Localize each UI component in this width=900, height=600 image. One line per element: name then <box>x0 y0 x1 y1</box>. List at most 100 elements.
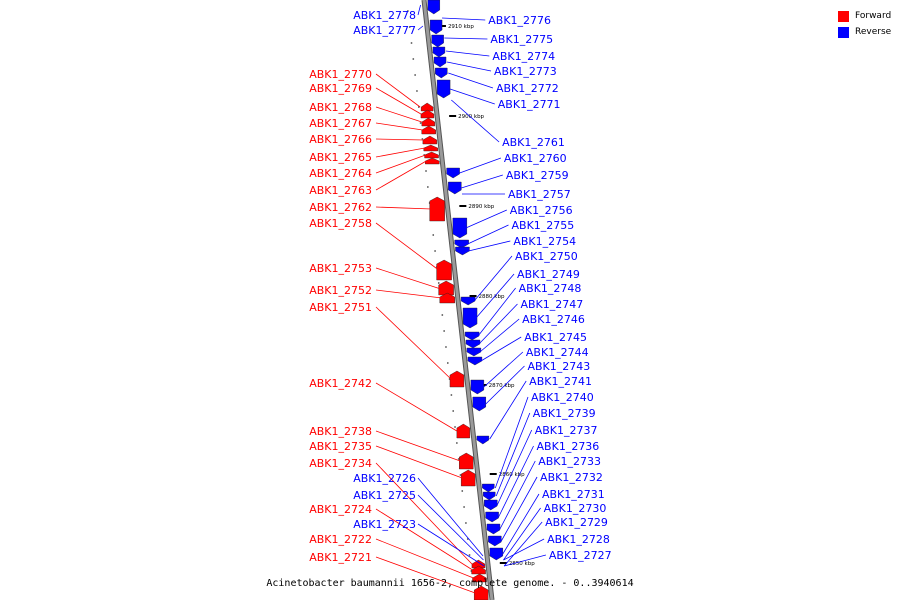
label-connector <box>417 25 424 31</box>
label-connector <box>375 138 424 141</box>
tick-label: 2900 kbp <box>458 114 484 120</box>
gene-reverse-feature <box>448 181 462 195</box>
gene-label-reverse: ABK1_2759 <box>506 169 569 182</box>
gene-reverse-feature <box>462 307 478 329</box>
gene-label-reverse: ABK1_2747 <box>520 298 583 311</box>
label-connector <box>503 507 541 561</box>
gene-label-forward: ABK1_2724 <box>309 503 372 516</box>
label-connector <box>473 255 513 302</box>
gene-label-reverse: ABK1_2733 <box>538 455 601 468</box>
minor-tick <box>452 410 454 412</box>
minor-tick <box>441 314 444 316</box>
genome-backbone <box>421 0 495 600</box>
label-connector <box>375 289 442 299</box>
gene-label-reverse: ABK1_2739 <box>533 407 596 420</box>
gene-label-forward: ABK1_2765 <box>309 151 372 164</box>
gene-label-forward: ABK1_2753 <box>309 262 372 275</box>
gene-reverse-feature <box>476 435 490 445</box>
tick-label: 2890 kbp <box>468 204 494 210</box>
gene-reverse-feature <box>427 0 440 15</box>
gene-label-reverse: ABK1_2744 <box>526 346 589 359</box>
label-connector <box>375 445 463 479</box>
gene-label-forward: ABK1_2769 <box>309 82 372 95</box>
label-connector <box>445 50 490 57</box>
legend-swatch-reverse <box>838 26 849 38</box>
label-connector <box>375 538 474 579</box>
minor-tick <box>447 362 449 364</box>
gene-forward-feature <box>421 117 436 127</box>
label-connector <box>467 224 509 245</box>
gene-label-reverse: ABK1_2757 <box>508 188 571 201</box>
gene-label-reverse: ABK1_2730 <box>544 502 607 515</box>
legend-swatch-forward <box>838 10 849 22</box>
minor-tick <box>454 426 456 428</box>
minor-tick <box>461 490 464 492</box>
label-connector <box>480 336 522 362</box>
gene-label-reverse: ABK1_2732 <box>540 471 603 484</box>
gene-label-forward: ABK1_2758 <box>309 217 372 230</box>
gene-label-forward: ABK1_2764 <box>309 167 372 180</box>
gene-label-forward: ABK1_2721 <box>309 551 372 564</box>
gene-label-reverse: ABK1_2725 <box>353 489 416 502</box>
label-connector <box>375 154 426 174</box>
gene-reverse-feature <box>435 67 448 79</box>
gene-reverse-feature <box>486 523 501 535</box>
legend-item-reverse: Reverse <box>838 25 891 39</box>
legend: Forward Reverse <box>838 9 891 41</box>
gene-forward-feature <box>425 157 440 165</box>
legend-item-forward: Forward <box>838 9 891 23</box>
gene-label-reverse: ABK1_2774 <box>492 50 555 63</box>
gene-label-forward: ABK1_2734 <box>309 457 372 470</box>
gene-reverse-feature <box>464 331 480 341</box>
tick-mark <box>459 205 467 207</box>
gene-label-forward: ABK1_2767 <box>309 117 372 130</box>
gene-label-reverse: ABK1_2748 <box>519 282 582 295</box>
legend-label-reverse: Reverse <box>855 27 892 37</box>
gene-forward-feature <box>460 469 476 487</box>
minor-tick <box>427 186 429 188</box>
minor-tick <box>443 330 445 332</box>
gene-forward-feature <box>471 565 486 575</box>
gene-label-reverse: ABK1_2760 <box>504 152 567 165</box>
gene-label-reverse: ABK1_2723 <box>353 518 416 531</box>
gene-reverse-feature <box>467 356 483 366</box>
label-connector <box>468 240 511 252</box>
gene-forward-feature <box>436 259 452 281</box>
gene-label-reverse: ABK1_2772 <box>496 82 559 95</box>
genome-title: Acinetobacter baumannii 1656-2, complete… <box>266 578 634 589</box>
minor-tick <box>416 90 418 92</box>
minor-tick <box>421 138 424 140</box>
gene-reverse-feature <box>489 547 503 561</box>
gene-reverse-feature <box>483 491 496 501</box>
label-connector <box>483 351 524 388</box>
minor-tick <box>437 282 440 284</box>
label-connector <box>375 556 476 594</box>
minor-tick <box>470 570 473 572</box>
gene-reverse-feature <box>470 379 485 395</box>
tick-mark <box>438 25 446 27</box>
label-connector <box>375 382 458 432</box>
label-connector <box>446 61 492 72</box>
gene-label-reverse: ABK1_2745 <box>524 331 587 344</box>
gene-label-reverse: ABK1_2746 <box>522 313 585 326</box>
gene-reverse-feature <box>446 167 460 179</box>
gene-forward-feature <box>429 196 445 222</box>
label-connector <box>477 287 516 337</box>
label-connector <box>461 174 503 189</box>
label-connector <box>494 396 529 489</box>
gene-reverse-feature <box>429 19 443 35</box>
label-connector <box>502 493 540 555</box>
gene-forward-feature <box>423 144 438 152</box>
label-connector <box>375 306 452 380</box>
label-connector <box>451 99 500 143</box>
gene-label-forward: ABK1_2768 <box>309 101 372 114</box>
gene-reverse-feature <box>465 339 481 349</box>
label-connector <box>442 17 486 21</box>
gene-label-forward: ABK1_2762 <box>309 201 372 214</box>
gene-forward-feature <box>459 452 474 470</box>
legend-label-forward: Forward <box>855 11 892 21</box>
gene-reverse-feature <box>452 217 468 239</box>
gene-forward-feature <box>449 370 465 388</box>
gene-forward-feature <box>472 573 487 583</box>
